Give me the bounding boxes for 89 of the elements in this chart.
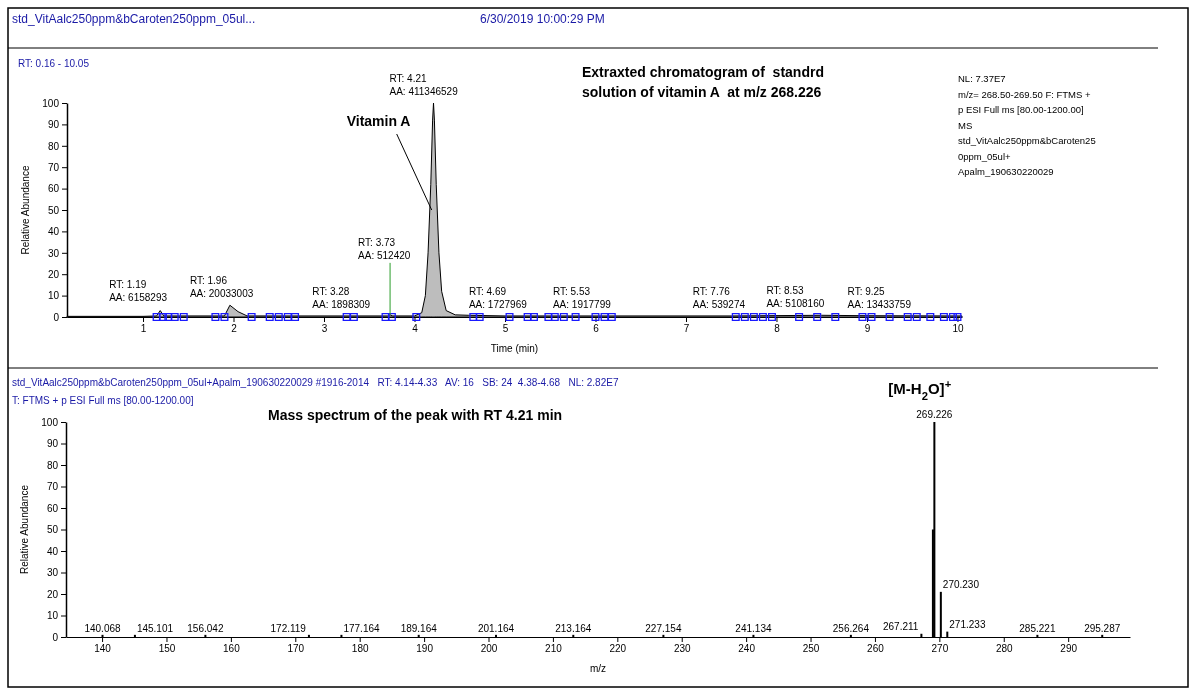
annotation: NL: 7.37E7 m/z= 268.50-269.50 F: FTMS + p ESI Full ms [80.00-1200.00] MS std_VitAalc250ppm&bCaroten25 0ppm_05ul+ Apalm_190630220029 bbox=[958, 73, 1096, 177]
x-tick-label: 230 bbox=[673, 643, 692, 655]
annotation: RT: 3.28 AA: 1898309 bbox=[312, 285, 371, 310]
annotation: RT: 1.96 AA: 20033003 bbox=[189, 275, 254, 300]
x-tick-label: 150 bbox=[158, 643, 176, 655]
x-tick-label: 5 bbox=[502, 323, 509, 335]
annotation: RT: 3.73 AA: 512420 bbox=[358, 236, 411, 261]
x-tick-label: 190 bbox=[416, 643, 434, 655]
text: RT: 0.16 - 10.05 bbox=[18, 58, 90, 69]
y-tick-label: 80 bbox=[47, 140, 60, 152]
annotation: RT: 9.25 AA: 13433759 bbox=[847, 285, 912, 310]
x-tick-label: 270 bbox=[931, 643, 949, 655]
y-tick-label: 0 bbox=[52, 631, 59, 643]
y-tick-label: 100 bbox=[42, 97, 60, 109]
annotation: 172.119 bbox=[270, 623, 307, 635]
annotation: RT: 4.69 AA: 1727969 bbox=[468, 285, 528, 310]
x-tick-label: 4 bbox=[412, 323, 419, 335]
y-tick-label: 10 bbox=[46, 610, 59, 622]
x-axis-title: m/z bbox=[589, 663, 607, 674]
text: T: FTMS + p ESI Full ms [80.00-1200.00] bbox=[12, 395, 194, 406]
annotation: 256.264 bbox=[832, 623, 870, 635]
y-tick-label: 0 bbox=[53, 311, 60, 323]
text: std_VitAalc250ppm&bCaroten250ppm_05ul+Apalm_190630220029 #1916-2014 RT: 4.14-4.33 AV: 16 SB: 24 4.38-4.68 NL: 2.82E7 bbox=[12, 377, 619, 388]
x-tick-label: 10 bbox=[952, 323, 964, 335]
y-tick-label: 40 bbox=[47, 226, 60, 238]
annotation: 140.068 bbox=[84, 623, 122, 635]
annotation: 285.221 bbox=[1019, 623, 1056, 635]
x-tick-label: 240 bbox=[738, 643, 756, 655]
annotation: 241.134 bbox=[735, 623, 772, 635]
y-axis-title: Relative Abundance bbox=[19, 484, 30, 574]
annotation: 270.230 bbox=[942, 578, 980, 590]
y-tick-label: 70 bbox=[46, 481, 59, 493]
annotation: RT: 5.53 AA: 1917799 bbox=[552, 285, 612, 310]
y-tick-label: 50 bbox=[47, 204, 60, 216]
x-tick-label: 9 bbox=[864, 323, 871, 335]
x-tick-label: 200 bbox=[480, 643, 498, 655]
x-tick-label: 3 bbox=[321, 323, 328, 335]
annotation: [M-H$_{2}$O]$^{+}$ bbox=[888, 378, 952, 402]
annotation: 269.226 bbox=[916, 409, 953, 420]
annotation: 213.164 bbox=[555, 623, 592, 635]
annotation: 201.164 bbox=[477, 623, 515, 635]
annotation: 295.287 bbox=[1084, 623, 1121, 635]
annotation: RT: 1.19 AA: 6158293 bbox=[109, 278, 168, 303]
y-tick-label: 50 bbox=[46, 524, 59, 536]
x-tick-label: 180 bbox=[351, 643, 369, 655]
x-tick-label: 250 bbox=[802, 643, 820, 655]
text: 6/30/2019 10:00:29 PM bbox=[480, 12, 605, 26]
x-tick-label: 140 bbox=[94, 643, 112, 655]
annotation: 177.164 bbox=[343, 623, 381, 635]
x-tick-label: 260 bbox=[867, 643, 885, 655]
chart-title: Extraxted chromatogram of standrd solution of vitamin A at m/z 268.226 bbox=[582, 64, 824, 100]
x-tick-label: 8 bbox=[774, 323, 781, 335]
y-tick-label: 60 bbox=[47, 183, 60, 195]
y-tick-label: 60 bbox=[46, 502, 59, 514]
x-tick-label: 170 bbox=[287, 643, 305, 655]
x-tick-label: 280 bbox=[995, 643, 1014, 655]
y-tick-label: 10 bbox=[47, 290, 60, 302]
y-tick-label: 70 bbox=[47, 161, 60, 173]
x-tick-label: 7 bbox=[683, 323, 690, 335]
y-tick-label: 20 bbox=[46, 588, 59, 600]
x-tick-label: 1 bbox=[140, 323, 147, 335]
chart-title: Mass spectrum of the peak with RT 4.21 min bbox=[268, 407, 563, 423]
x-tick-label: 210 bbox=[545, 643, 563, 655]
y-tick-label: 90 bbox=[47, 119, 60, 131]
x-tick-label: 220 bbox=[609, 643, 627, 655]
annotation: 227.154 bbox=[645, 623, 682, 635]
x-tick-label: 2 bbox=[231, 323, 238, 335]
x-tick-label: 290 bbox=[1060, 643, 1078, 655]
y-axis-title: Relative Abundance bbox=[20, 165, 31, 255]
y-tick-label: 20 bbox=[47, 268, 60, 280]
y-tick-label: 90 bbox=[46, 438, 59, 450]
annotation: 271.233 bbox=[949, 618, 986, 630]
annotation: RT: 8.53 AA: 5108160 bbox=[766, 285, 825, 310]
x-tick-label: 6 bbox=[593, 323, 600, 335]
y-tick-label: 100 bbox=[41, 416, 59, 428]
annotation: 189.164 bbox=[400, 623, 438, 635]
y-tick-label: 30 bbox=[47, 247, 60, 259]
annotation: 267.211 bbox=[882, 620, 919, 632]
y-tick-label: 40 bbox=[46, 545, 59, 557]
text: std_VitAalc250ppm&bCaroten250ppm_05ul... bbox=[12, 12, 256, 26]
y-tick-label: 30 bbox=[46, 567, 59, 579]
x-tick-label: 160 bbox=[223, 643, 241, 655]
annotation: RT: 4.21 AA: 411346529 bbox=[389, 73, 459, 97]
x-axis-title: Time (min) bbox=[490, 343, 539, 354]
annotation: 156.042 bbox=[187, 623, 224, 635]
annotation: 145.101 bbox=[136, 623, 174, 635]
annotation: Vitamin A bbox=[346, 113, 411, 129]
y-tick-label: 80 bbox=[46, 459, 59, 471]
annotation: RT: 7.76 AA: 539274 bbox=[692, 285, 746, 310]
